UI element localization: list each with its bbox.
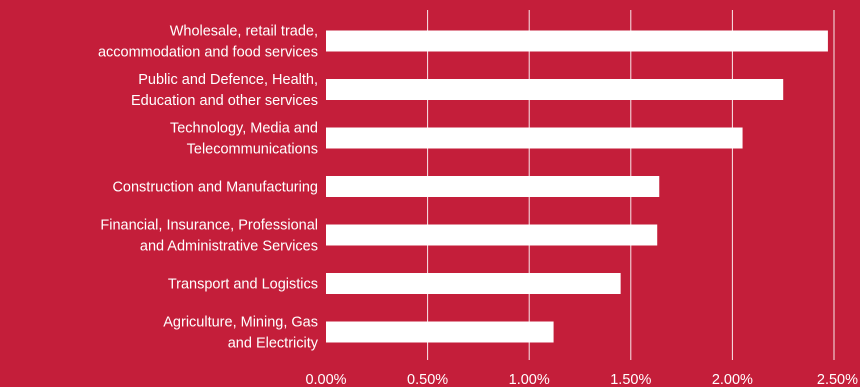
bar [326,176,660,197]
category-label-line: Telecommunications [187,142,318,158]
x-tick-label: 1.00% [509,372,550,387]
category-label-line: Education and other services [131,93,318,109]
bar [326,30,828,52]
category-label-line: and Electricity [228,336,319,352]
category-label-line: Agriculture, Mining, Gas [163,315,318,331]
category-label-line: Wholesale, retail trade, [170,24,318,40]
category-label: Wholesale, retail trade, accommodation an… [98,24,318,61]
category-label-line: Construction and Manufacturing [112,180,318,196]
category-label-line: accommodation and food services [98,45,318,61]
x-tick-label: 1.50% [610,372,651,387]
x-tick-label: 0.50% [407,372,448,387]
x-axis-tick-labels: 0.00% 0.50% 1.00% 1.50% 2.00% 2.50% [305,372,858,387]
category-label: Transport and Logistics [168,277,318,293]
x-tick-label: 0.00% [305,372,346,387]
bar [326,321,554,343]
category-label: Financial, Insurance, Professional and Ad… [100,218,318,255]
bars [326,30,828,343]
bar [326,79,784,100]
category-label-line: Transport and Logistics [168,277,318,293]
category-label: Public and Defence, Health, Education and… [131,72,318,109]
category-label-line: Financial, Insurance, Professional [100,218,318,234]
category-label-line: and Administrative Services [140,239,318,255]
category-label-line: Public and Defence, Health, [138,72,318,88]
x-tick-label: 2.50% [817,372,858,387]
category-label-line: Technology, Media and [170,121,318,137]
bar [326,273,621,294]
bar [326,224,658,246]
category-label: Technology, Media and Telecommunications [170,121,318,158]
x-tick-label: 2.00% [712,372,753,387]
bar [326,127,743,149]
category-label: Agriculture, Mining, Gas and Electricity [163,315,318,352]
category-labels: Wholesale, retail trade, accommodation an… [98,24,319,352]
category-label: Construction and Manufacturing [112,180,318,196]
